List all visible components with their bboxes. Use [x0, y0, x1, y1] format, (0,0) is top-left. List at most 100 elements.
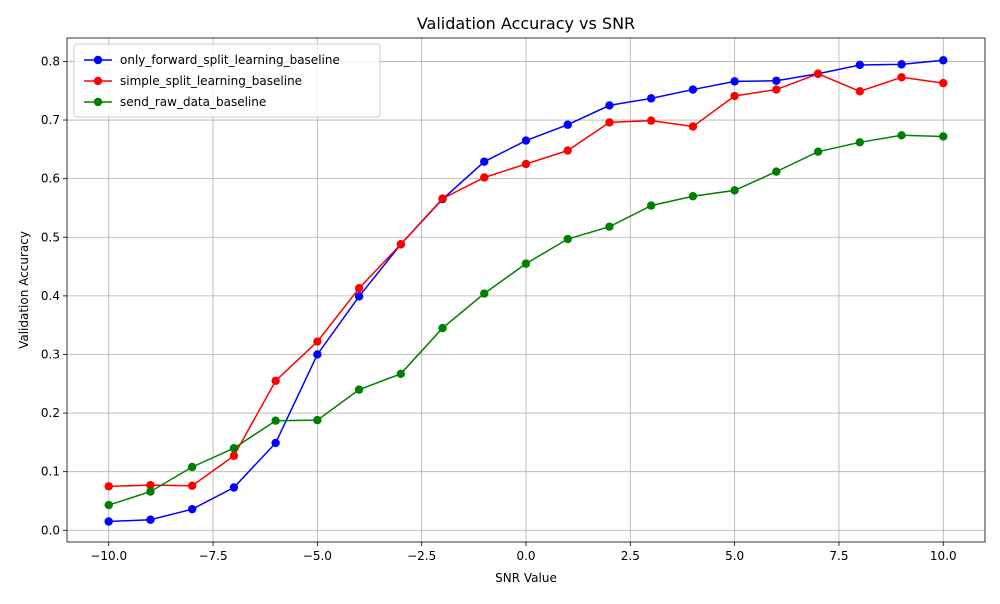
y-tick-label: 0.7 — [41, 113, 60, 127]
data-point — [646, 201, 656, 210]
x-tick-label: 10.0 — [930, 549, 957, 563]
data-point — [104, 517, 113, 526]
data-point — [438, 323, 447, 333]
x-axis-ticks: −10.0 −7.5 −5.0 −2.5 0.0 2.5 5.0 7.5 10.0 — [90, 542, 957, 563]
grid — [67, 38, 985, 542]
data-point — [688, 192, 698, 201]
data-point — [313, 337, 322, 346]
data-point — [146, 515, 155, 524]
legend-label: simple_split_learning_baseline — [120, 74, 302, 88]
data-point — [897, 60, 906, 69]
legend-marker — [93, 55, 103, 65]
data-point — [897, 73, 906, 82]
data-point — [939, 132, 948, 141]
data-point — [104, 500, 113, 510]
x-tick-label: 5.0 — [725, 549, 744, 563]
data-point — [688, 122, 698, 131]
data-point — [229, 451, 239, 461]
legend-item: send_raw_data_baseline — [84, 95, 266, 109]
x-tick-label: 7.5 — [829, 549, 848, 563]
x-tick-label: −7.5 — [198, 549, 227, 563]
data-point — [521, 136, 531, 145]
y-axis-label: Validation Accuracy — [17, 231, 31, 349]
data-point — [813, 69, 823, 78]
data-point — [730, 186, 739, 195]
data-point — [146, 480, 155, 490]
series-3 — [104, 131, 948, 510]
data-point — [855, 87, 865, 96]
data-point — [730, 91, 739, 101]
data-point — [939, 78, 948, 88]
data-point — [354, 284, 364, 293]
data-point — [480, 157, 489, 166]
data-point — [772, 76, 781, 85]
series-2 — [104, 69, 948, 491]
data-point — [313, 350, 322, 359]
data-point — [772, 85, 781, 94]
data-point — [104, 482, 113, 491]
y-tick-label: 0.1 — [41, 465, 60, 479]
data-point — [772, 167, 781, 176]
x-tick-label: 2.5 — [621, 549, 640, 563]
data-point — [187, 481, 197, 490]
y-tick-label: 0.4 — [41, 289, 60, 303]
data-point — [271, 416, 280, 425]
legend: only_forward_split_learning_baselinesimp… — [73, 43, 381, 118]
data-point — [605, 222, 614, 231]
data-point — [229, 444, 239, 453]
legend-label: only_forward_split_learning_baseline — [120, 53, 340, 67]
data-point — [897, 131, 906, 140]
data-point — [855, 138, 865, 147]
legend-marker — [93, 97, 103, 107]
data-point — [563, 120, 572, 129]
y-tick-label: 0.8 — [41, 54, 60, 68]
data-point — [521, 159, 531, 169]
legend-item: simple_split_learning_baseline — [84, 74, 302, 88]
y-axis-ticks: 0.0 0.1 0.2 0.3 0.4 0.5 0.6 0.7 0.8 — [41, 54, 67, 537]
data-point — [271, 376, 280, 386]
data-point — [354, 292, 364, 301]
data-point — [271, 438, 280, 448]
data-point — [939, 56, 948, 65]
legend-box — [73, 43, 381, 118]
data-point — [646, 94, 656, 103]
x-tick-label: −5.0 — [303, 549, 332, 563]
legend-marker — [93, 76, 103, 86]
series-group — [104, 56, 948, 526]
data-point — [813, 147, 823, 156]
data-point — [605, 101, 614, 110]
data-point — [521, 259, 531, 268]
data-point — [313, 415, 322, 425]
x-tick-label: −10.0 — [90, 549, 127, 563]
data-point — [563, 146, 572, 155]
y-tick-label: 0.5 — [41, 230, 60, 244]
data-point — [396, 369, 406, 379]
data-point — [396, 240, 406, 249]
data-point — [563, 234, 572, 244]
y-tick-label: 0.2 — [41, 406, 60, 420]
data-point — [730, 77, 739, 86]
data-point — [855, 60, 865, 70]
x-tick-label: 0.0 — [516, 549, 535, 563]
x-tick-label: −2.5 — [407, 549, 436, 563]
chart-title: Validation Accuracy vs SNR — [417, 14, 635, 33]
y-tick-label: 0.6 — [41, 172, 60, 186]
y-tick-label: 0.0 — [41, 523, 60, 537]
data-point — [605, 118, 614, 127]
data-point — [438, 194, 447, 203]
data-point — [354, 385, 364, 394]
legend-label: send_raw_data_baseline — [120, 95, 266, 109]
x-axis-label: SNR Value — [495, 571, 557, 585]
data-point — [187, 462, 197, 472]
data-point — [688, 85, 698, 94]
y-tick-label: 0.3 — [41, 347, 60, 361]
data-point — [480, 173, 489, 182]
data-point — [229, 483, 239, 492]
legend-item: only_forward_split_learning_baseline — [84, 53, 340, 67]
data-point — [187, 504, 197, 514]
data-point — [646, 116, 656, 125]
data-point — [480, 289, 489, 298]
data-point — [146, 487, 155, 496]
